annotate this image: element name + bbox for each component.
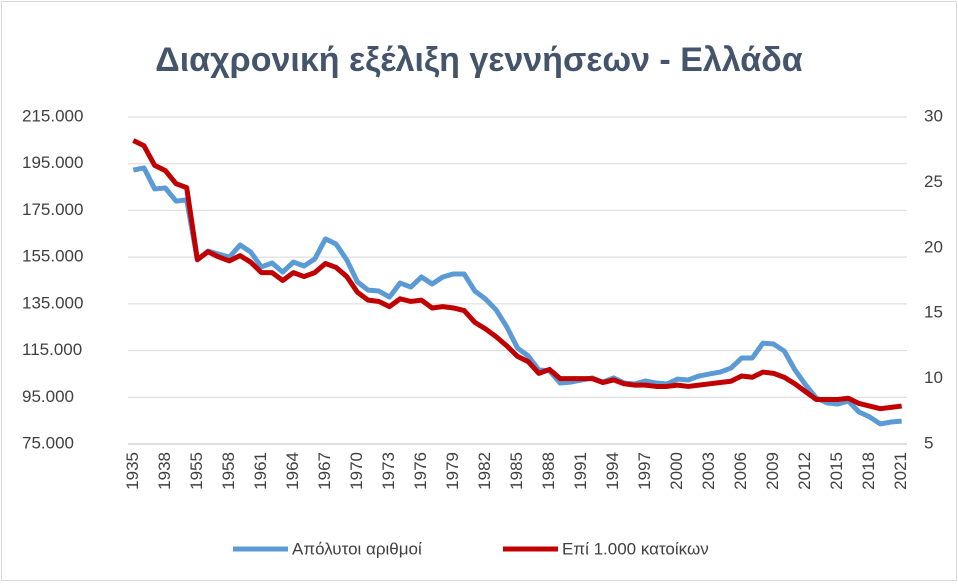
x-tick-label: 1976 — [411, 452, 430, 490]
x-tick-label: 1985 — [507, 452, 526, 490]
y-tick-label: 135.000 — [22, 293, 83, 312]
x-tick-label: 1994 — [603, 452, 622, 490]
y-tick-label: 95.000 — [22, 387, 74, 406]
y2-tick-label: 25 — [924, 172, 943, 191]
x-tick-label: 1961 — [251, 452, 270, 490]
x-tick-label: 2018 — [859, 452, 878, 490]
legend-label: Απόλυτοι αριθμοί — [292, 539, 422, 558]
x-tick-label: 2015 — [827, 452, 846, 490]
y2-tick-label: 20 — [924, 237, 943, 256]
x-tick-label: 1964 — [283, 452, 302, 490]
y-tick-label: 155.000 — [22, 247, 83, 266]
y-tick-label: 215.000 — [22, 106, 83, 125]
y2-tick-label: 10 — [924, 368, 943, 387]
chart-title: Διαχρονική εξέλιξη γεννήσεων - Ελλάδα — [155, 41, 802, 79]
x-tick-label: 1973 — [379, 452, 398, 490]
x-tick-label: 1938 — [155, 452, 174, 490]
x-tick-label: 1991 — [571, 452, 590, 490]
x-tick-label: 1970 — [347, 452, 366, 490]
x-tick-label: 1982 — [475, 452, 494, 490]
x-tick-label: 2000 — [667, 452, 686, 490]
y2-tick-label: 5 — [924, 433, 933, 452]
x-tick-label: 2012 — [795, 452, 814, 490]
x-tick-label: 2009 — [763, 452, 782, 490]
x-tick-label: 2006 — [731, 452, 750, 490]
x-tick-label: 1955 — [187, 452, 206, 490]
y2-tick-label: 30 — [924, 106, 943, 125]
x-tick-label: 1979 — [443, 452, 462, 490]
legend-label: Επί 1.000 κατοίκων — [562, 539, 709, 558]
y-tick-label: 175.000 — [22, 200, 83, 219]
x-tick-label: 2003 — [699, 452, 718, 490]
x-tick-label: 1958 — [219, 452, 238, 490]
x-tick-label: 2021 — [891, 452, 910, 490]
series-line — [132, 138, 902, 412]
y-tick-label: 195.000 — [22, 153, 83, 172]
x-tick-label: 1997 — [635, 452, 654, 490]
series-line — [132, 165, 902, 427]
x-tick-label: 1988 — [539, 452, 558, 490]
y-tick-label: 75.000 — [22, 433, 74, 452]
x-tick-label: 1967 — [315, 452, 334, 490]
x-tick-label: 1935 — [123, 452, 142, 490]
y-tick-label: 115.000 — [22, 340, 82, 359]
y2-tick-label: 15 — [924, 303, 943, 322]
